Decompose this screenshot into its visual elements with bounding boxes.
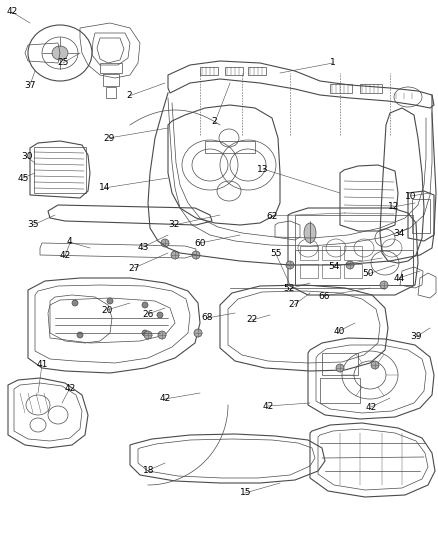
Text: 68: 68: [201, 313, 212, 322]
Ellipse shape: [336, 364, 344, 372]
Text: 34: 34: [394, 229, 405, 238]
Bar: [344, 264, 362, 278]
Bar: [320, 378, 360, 403]
Text: 41: 41: [36, 360, 48, 369]
Ellipse shape: [52, 46, 68, 60]
Ellipse shape: [171, 251, 179, 259]
Bar: [200, 67, 218, 75]
Text: 1: 1: [330, 59, 336, 67]
Text: 42: 42: [366, 403, 377, 411]
Text: 30: 30: [21, 152, 33, 161]
Text: 43: 43: [137, 243, 148, 252]
Text: 50: 50: [362, 270, 374, 278]
Bar: [106, 87, 116, 98]
Ellipse shape: [371, 361, 379, 369]
Text: 27: 27: [289, 301, 300, 309]
Bar: [360, 84, 382, 93]
Text: 37: 37: [24, 81, 35, 90]
Text: 40: 40: [333, 327, 345, 336]
Text: 29: 29: [103, 134, 114, 143]
Ellipse shape: [142, 302, 148, 308]
Bar: [344, 246, 362, 260]
Bar: [295, 215, 413, 285]
Bar: [412, 199, 430, 233]
Text: 26: 26: [142, 310, 154, 319]
Text: 18: 18: [143, 466, 155, 474]
Text: 42: 42: [64, 384, 76, 392]
Ellipse shape: [72, 300, 78, 306]
Text: 2: 2: [127, 92, 132, 100]
Bar: [330, 84, 352, 93]
Ellipse shape: [346, 261, 354, 269]
Ellipse shape: [142, 330, 148, 336]
Bar: [248, 67, 266, 75]
Bar: [300, 246, 318, 260]
Bar: [205, 141, 255, 153]
Text: 14: 14: [99, 183, 110, 192]
Bar: [34, 147, 86, 193]
Text: 52: 52: [283, 285, 295, 293]
Bar: [100, 63, 122, 73]
Ellipse shape: [192, 251, 200, 259]
Bar: [322, 246, 340, 260]
Ellipse shape: [161, 239, 169, 247]
Bar: [103, 74, 119, 86]
Ellipse shape: [158, 331, 166, 339]
Text: 44: 44: [394, 274, 405, 282]
Text: 60: 60: [194, 239, 205, 247]
Text: 4: 4: [67, 238, 72, 246]
Ellipse shape: [286, 261, 294, 269]
Text: 20: 20: [101, 306, 113, 314]
Bar: [300, 264, 318, 278]
Text: 42: 42: [7, 7, 18, 16]
Text: 42: 42: [262, 402, 274, 410]
Ellipse shape: [194, 329, 202, 337]
Text: 13: 13: [257, 165, 268, 174]
Text: 39: 39: [410, 333, 422, 341]
Bar: [322, 353, 358, 375]
Text: 12: 12: [388, 203, 399, 211]
Text: 66: 66: [318, 292, 330, 301]
Ellipse shape: [157, 312, 163, 318]
Text: 55: 55: [270, 249, 282, 258]
Ellipse shape: [77, 332, 83, 338]
Ellipse shape: [304, 223, 316, 243]
Bar: [225, 67, 243, 75]
Text: 22: 22: [247, 316, 258, 324]
Text: 62: 62: [267, 212, 278, 221]
Text: 2: 2: [212, 117, 217, 126]
Bar: [295, 250, 413, 285]
Text: 25: 25: [58, 59, 69, 67]
Text: 32: 32: [169, 221, 180, 229]
Text: 27: 27: [128, 264, 140, 273]
Ellipse shape: [107, 298, 113, 304]
Text: 42: 42: [159, 394, 170, 403]
Ellipse shape: [144, 331, 152, 339]
Text: 10: 10: [405, 192, 417, 200]
Bar: [322, 264, 340, 278]
Text: 15: 15: [240, 488, 251, 497]
Text: 42: 42: [59, 252, 71, 260]
Text: 54: 54: [328, 262, 339, 271]
Ellipse shape: [380, 281, 388, 289]
Text: 45: 45: [17, 174, 28, 182]
Text: 35: 35: [28, 221, 39, 229]
